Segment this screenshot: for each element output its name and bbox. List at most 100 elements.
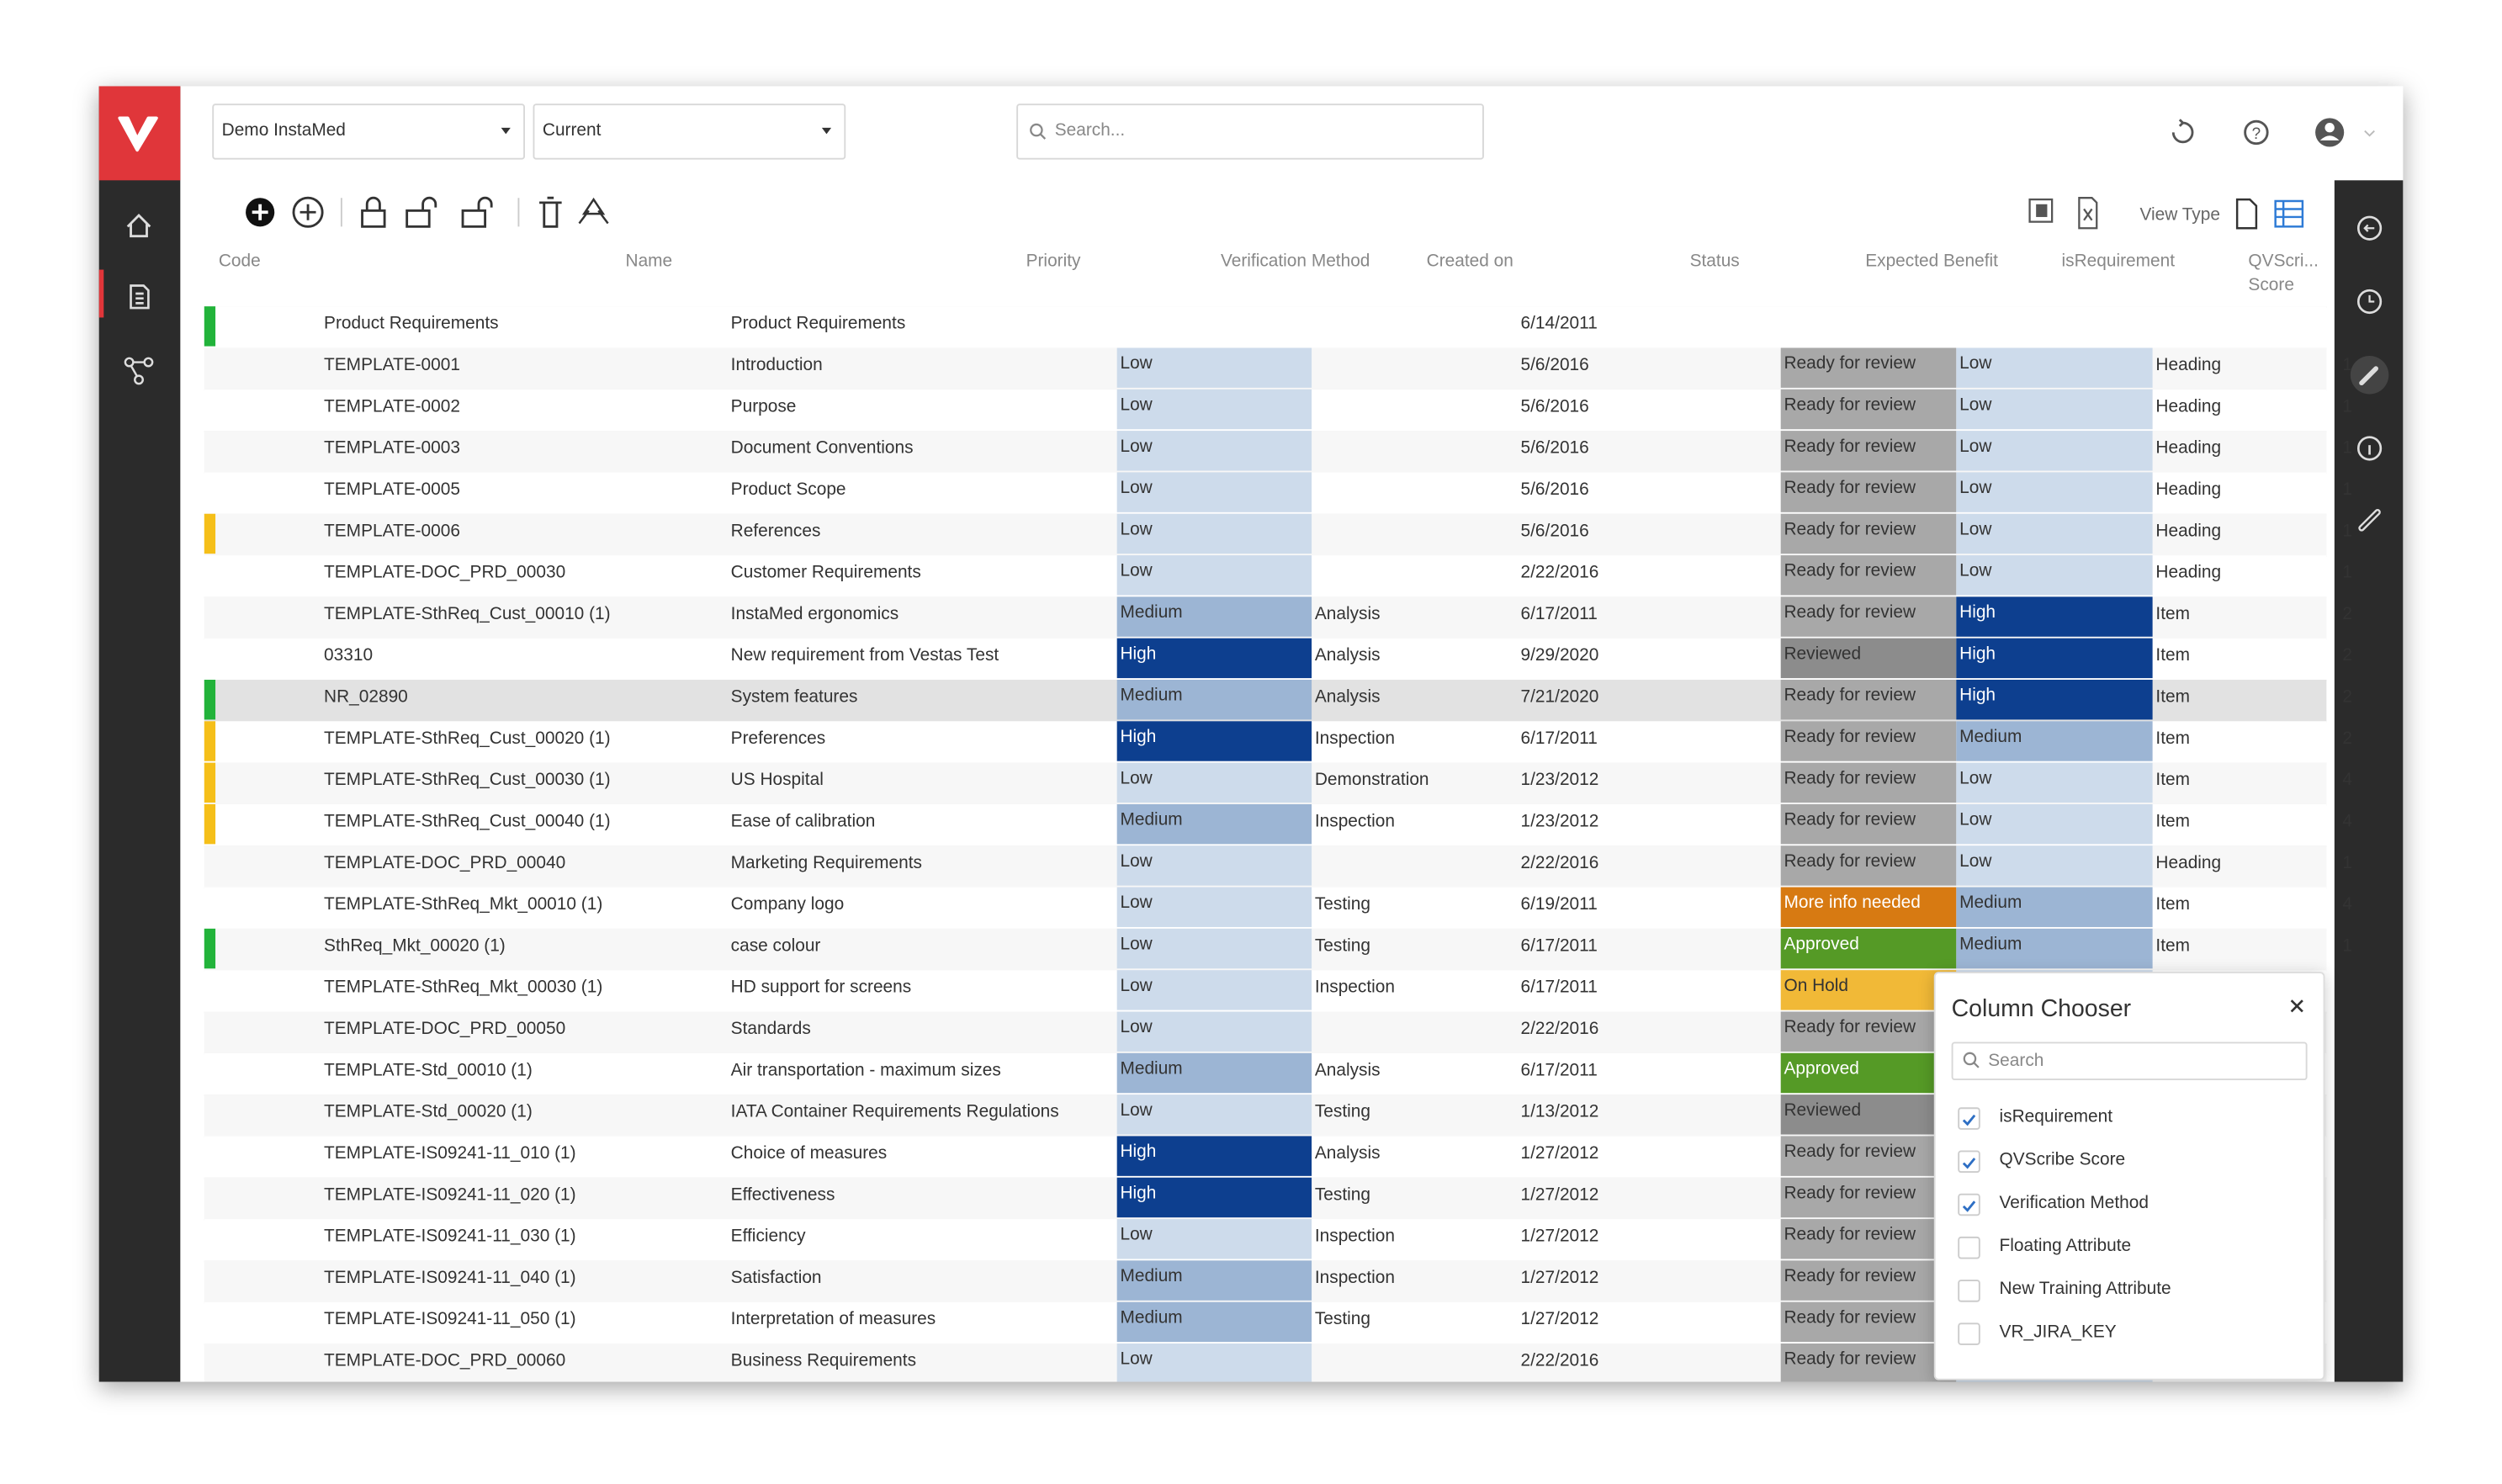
checkbox[interactable] (1958, 1236, 1980, 1259)
export-icons[interactable] (2023, 194, 2103, 233)
checkbox[interactable] (1958, 1322, 1980, 1345)
cell: Reviewed (1780, 1094, 1957, 1135)
table-row[interactable]: TEMPLATE-DOC_PRD_00030 Customer Requireme… (204, 555, 2352, 599)
cell: Ready for review (1780, 1301, 1957, 1343)
cell: TEMPLATE-DOC_PRD_00030 (324, 563, 566, 583)
cell: Low (1956, 762, 2153, 803)
table-row[interactable]: TEMPLATE-SthReq_Cust_00020 (1) Preference… (204, 721, 2352, 765)
cell: TEMPLATE-IS09241-11_040 (1) (324, 1268, 576, 1288)
cell: Ready for review (1780, 679, 1957, 720)
cell: Ready for review (1780, 721, 1957, 761)
cell: Low (1956, 389, 2153, 430)
table-row[interactable]: TEMPLATE-SthReq_Cust_00040 (1) Ease of ca… (204, 803, 2352, 848)
cell: System features (730, 687, 858, 708)
row-flag (204, 721, 216, 761)
version-dropdown[interactable]: Current (533, 103, 846, 160)
cell: Low (1116, 389, 1312, 430)
cell: 1 (2342, 853, 2352, 873)
table-row[interactable]: TEMPLATE-0006 References Low 5/6/2016 Ready … (204, 513, 2352, 557)
cell: Satisfaction (730, 1268, 822, 1288)
svg-text:?: ? (2252, 125, 2261, 143)
logo[interactable] (98, 86, 181, 181)
cell: Low (1116, 1344, 1312, 1382)
table-row[interactable]: Product Requirements Product Requirements… (204, 306, 2327, 350)
table-row[interactable]: TEMPLATE-0005 Product Scope Low 5/6/2016 Rea… (204, 472, 2352, 516)
close-button[interactable] (2290, 999, 2304, 1013)
chooser-item-label: Floating Attribute (1999, 1236, 2132, 1256)
cell: Ready for review (1780, 555, 1957, 596)
table-row[interactable]: TEMPLATE-SthReq_Mkt_00010 (1) Company log… (204, 887, 2352, 930)
cell: Low (1116, 347, 1312, 388)
cell: Low (1956, 555, 2153, 596)
cell: Analysis (1314, 646, 1381, 665)
cell: TEMPLATE-0002 (324, 397, 460, 417)
cell: Ease of calibration (730, 812, 876, 832)
nav-icons[interactable] (98, 180, 181, 404)
table-row[interactable]: TEMPLATE-DOC_PRD_00040 Marketing Requirem… (204, 845, 2352, 889)
cell: Purpose (730, 397, 797, 417)
cell: Ready for review (1780, 1344, 1957, 1382)
cell: Product Requirements (730, 314, 906, 334)
checkbox[interactable] (1958, 1107, 1980, 1130)
cell: TEMPLATE-SthReq_Cust_00030 (1) (324, 771, 611, 790)
cell: Item (2155, 936, 2191, 957)
cell: Testing (1314, 1102, 1370, 1122)
cell: Item (2155, 895, 2191, 914)
cell: 1 (2342, 480, 2352, 500)
checkbox[interactable] (1958, 1280, 1980, 1302)
cell: 2/22/2016 (1520, 1019, 1599, 1039)
table-row[interactable]: NR_02890 System features Medium Analysis 7/2… (204, 679, 2352, 723)
cell: On Hold (1780, 970, 1957, 1010)
search-box[interactable]: Search... (1016, 103, 1484, 160)
cell: Low (1956, 431, 2153, 471)
project-dropdown[interactable]: Demo InstaMed (212, 103, 526, 160)
table-row[interactable]: TEMPLATE-0001 Introduction Low 5/6/2016 Read… (204, 347, 2352, 391)
cell: Analysis (1314, 1143, 1381, 1163)
table-row[interactable]: SthReq_Mkt_00020 (1) case colour Low Testin… (204, 928, 2352, 973)
chooser-item-label: VR_JIRA_KEY (1999, 1322, 2117, 1343)
cell: TEMPLATE-IS09241-11_030 (1) (324, 1227, 576, 1247)
cell: Item (2155, 812, 2191, 832)
logo-icon (118, 116, 158, 152)
cell: Ready for review (1780, 513, 1957, 554)
cell: Item (2155, 604, 2191, 624)
cell: Ready for review (1780, 347, 1957, 388)
column-header: Priority (1026, 252, 1081, 272)
view-type-icons[interactable] (2231, 194, 2304, 233)
checkbox[interactable] (1958, 1150, 1980, 1174)
cell: Reviewed (1780, 638, 1957, 679)
table-row[interactable]: TEMPLATE-0003 Document Conventions Low 5/6/… (204, 431, 2352, 474)
cell: Low (1956, 472, 2153, 512)
cell: Medium (1956, 887, 2153, 927)
table-row[interactable]: TEMPLATE-0002 Purpose Low 5/6/2016 Ready for… (204, 389, 2352, 433)
table-row[interactable]: TEMPLATE-SthReq_Cust_00010 (1) InstaMed e… (204, 596, 2352, 640)
cell: Ready for review (1780, 845, 1957, 886)
cell: 1 (2342, 563, 2352, 583)
cell: 1 (2342, 522, 2352, 541)
cell: Ready for review (1780, 1177, 1957, 1218)
cell: Heading (2155, 480, 2222, 500)
cell: 4 (2342, 812, 2352, 832)
column-header: Code (218, 252, 261, 272)
cell: High (1956, 679, 2153, 720)
cell: 6/19/2011 (1520, 895, 1598, 914)
chooser-search[interactable]: Search (1951, 1041, 2308, 1081)
cell: Low (1956, 845, 2153, 886)
right-sidebar-icons[interactable] (2335, 180, 2404, 563)
cell: 1/13/2012 (1520, 1102, 1599, 1122)
table-row[interactable]: 03310 New requirement from Vestas Test Hig… (204, 638, 2352, 681)
cell: Approved (1780, 1052, 1957, 1094)
table-row[interactable]: TEMPLATE-SthReq_Cust_00030 (1) US Hospita… (204, 762, 2352, 806)
cell: TEMPLATE-0005 (324, 480, 460, 500)
cell: High (1116, 638, 1312, 679)
toolbar-icons[interactable] (240, 192, 639, 233)
cell: Low (1116, 431, 1312, 471)
cell: Ready for review (1780, 1136, 1957, 1176)
cell: High (1956, 596, 2153, 637)
cell: 1 (2342, 397, 2352, 417)
cell: Item (2155, 771, 2191, 790)
column-header: Verification Method (1220, 252, 1370, 272)
top-right-icons[interactable]: ? (2167, 115, 2391, 151)
checkbox[interactable] (1958, 1193, 1980, 1216)
